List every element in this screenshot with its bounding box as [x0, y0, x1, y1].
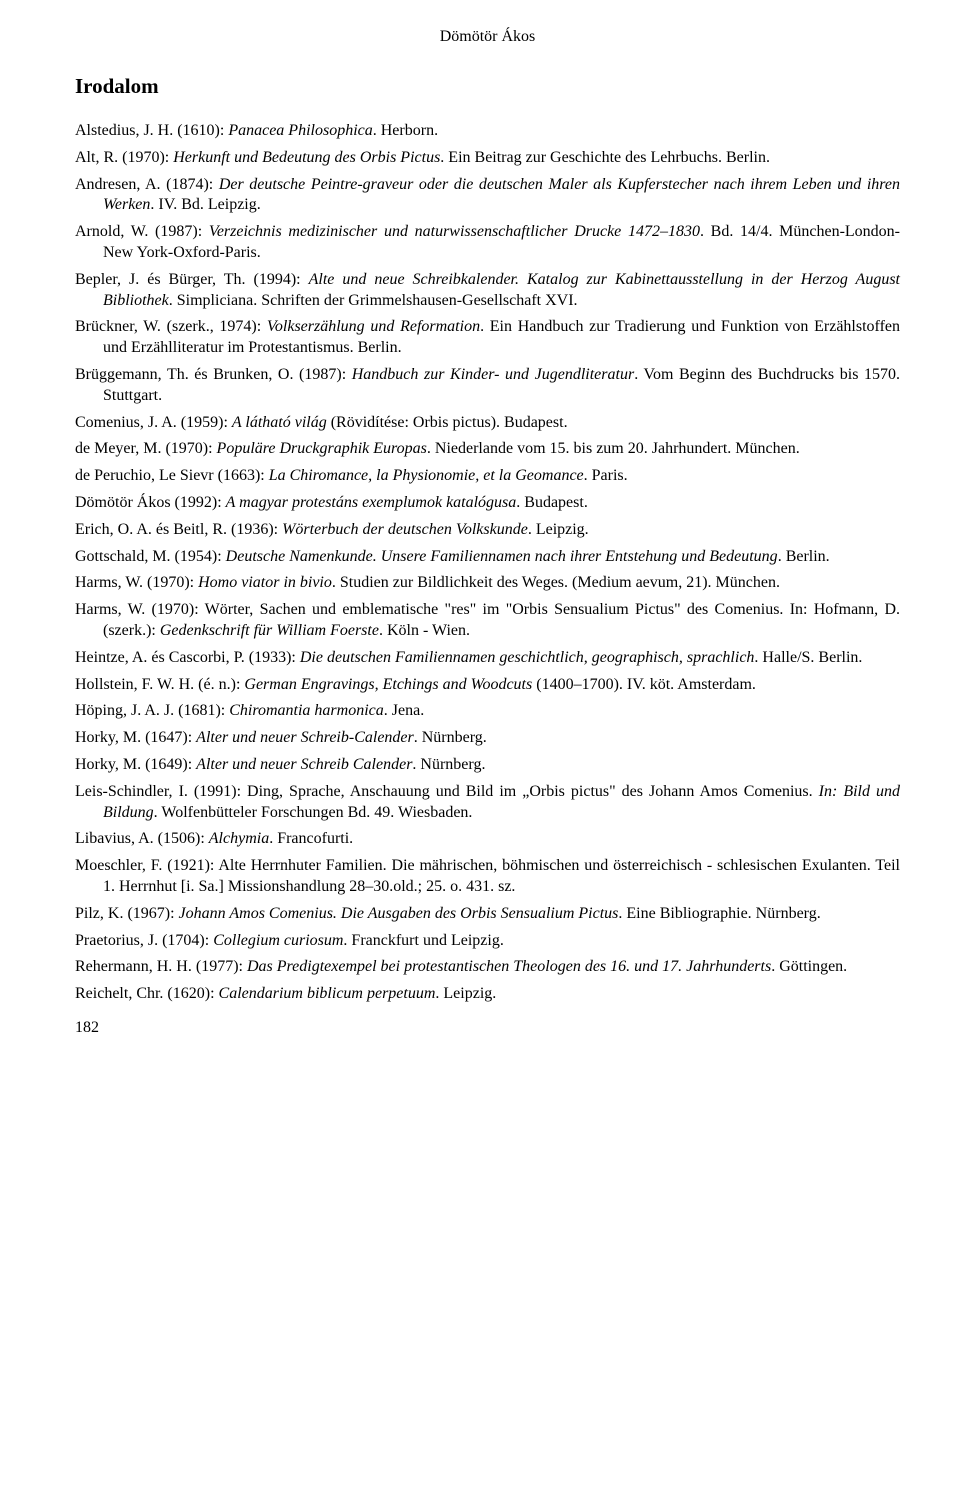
bib-entry: Bepler, J. és Bürger, Th. (1994): Alte u… [75, 270, 900, 312]
bib-entry: Comenius, J. A. (1959): A látható világ … [75, 413, 900, 434]
header-author: Dömötör Ákos [75, 28, 900, 46]
bib-entry: Alt, R. (1970): Herkunft und Bedeutung d… [75, 148, 900, 169]
bibliography-list: Alstedius, J. H. (1610): Panacea Philoso… [75, 121, 900, 1005]
bib-entry: Arnold, W. (1987): Verzeichnis medizinis… [75, 222, 900, 264]
section-title: Irodalom [75, 74, 900, 99]
bib-entry: Horky, M. (1649): Alter und neuer Schrei… [75, 755, 900, 776]
bib-entry: de Meyer, M. (1970): Populäre Druckgraph… [75, 439, 900, 460]
bib-entry: Moeschler, F. (1921): Alte Herrnhuter Fa… [75, 856, 900, 898]
bib-entry: Horky, M. (1647): Alter und neuer Schrei… [75, 728, 900, 749]
bib-entry: Praetorius, J. (1704): Collegium curiosu… [75, 931, 900, 952]
bib-entry: Dömötör Ákos (1992): A magyar protestáns… [75, 493, 900, 514]
bib-entry: Brückner, W. (szerk., 1974): Volkserzähl… [75, 317, 900, 359]
bib-entry: Heintze, A. és Cascorbi, P. (1933): Die … [75, 648, 900, 669]
bib-entry: Harms, W. (1970): Homo viator in bivio. … [75, 573, 900, 594]
bib-entry: Erich, O. A. és Beitl, R. (1936): Wörter… [75, 520, 900, 541]
bib-entry: Hollstein, F. W. H. (é. n.): German Engr… [75, 675, 900, 696]
bib-entry: Andresen, A. (1874): Der deutsche Peintr… [75, 175, 900, 217]
bib-entry: Libavius, A. (1506): Alchymia. Francofur… [75, 829, 900, 850]
bib-entry: Leis-Schindler, I. (1991): Ding, Sprache… [75, 782, 900, 824]
page-number: 182 [75, 1019, 900, 1037]
bib-entry: Brüggemann, Th. és Brunken, O. (1987): H… [75, 365, 900, 407]
bib-entry: de Peruchio, Le Sievr (1663): La Chiroma… [75, 466, 900, 487]
bib-entry: Pilz, K. (1967): Johann Amos Comenius. D… [75, 904, 900, 925]
bib-entry: Höping, J. A. J. (1681): Chiromantia har… [75, 701, 900, 722]
bib-entry: Harms, W. (1970): Wörter, Sachen und emb… [75, 600, 900, 642]
bib-entry: Rehermann, H. H. (1977): Das Predigtexem… [75, 957, 900, 978]
bib-entry: Alstedius, J. H. (1610): Panacea Philoso… [75, 121, 900, 142]
bib-entry: Gottschald, M. (1954): Deutsche Namenkun… [75, 547, 900, 568]
bib-entry: Reichelt, Chr. (1620): Calendarium bibli… [75, 984, 900, 1005]
